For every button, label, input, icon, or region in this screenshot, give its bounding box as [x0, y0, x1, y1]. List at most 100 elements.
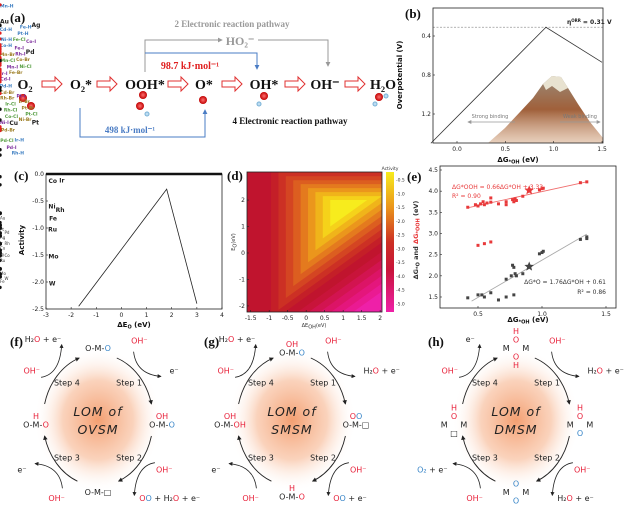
reagent-out-line: H₂O + e⁻	[219, 335, 255, 344]
data-point	[0, 183, 2, 187]
strong-binding-label: Strong binding	[472, 114, 509, 120]
blue-pathway-bracket	[79, 108, 208, 138]
colorbar-tick-label: -2.0	[396, 219, 405, 225]
text-segment: OH⁻	[217, 366, 234, 375]
point-label: Cd-Br	[0, 90, 15, 96]
weak-binding-label: Weak binding	[563, 114, 597, 120]
text-segment: M	[586, 420, 593, 429]
x-tick-label: 1.0	[537, 311, 547, 318]
y-axis-label-part: E	[231, 248, 237, 251]
state-right: HOM MO	[567, 403, 594, 438]
text-segment: O	[299, 348, 305, 357]
text-segment: O	[577, 429, 583, 438]
x-axis-label-part: (eV)	[316, 323, 326, 329]
data-point	[514, 198, 518, 202]
reagent-out: H₂O + e⁻	[557, 494, 593, 503]
text-segment: H₂	[557, 494, 566, 503]
state-left-line: O-M-O	[23, 420, 49, 429]
hollow-arrow-icon	[167, 75, 189, 93]
text-segment: + e⁻	[379, 367, 400, 376]
text-segment: H	[513, 361, 519, 370]
y-tick-label: 3.5	[428, 209, 438, 216]
reagent-in: OH⁻	[350, 466, 367, 475]
text-segment: + e⁻	[573, 494, 594, 503]
text-segment: O-M-	[23, 420, 42, 429]
point-label: Mo	[48, 253, 58, 260]
y-tick-label: 0.0	[34, 171, 44, 178]
text-segment: e⁻	[466, 335, 475, 344]
x-tick-label: -3	[43, 312, 49, 319]
cycle-arrow-step-3	[461, 435, 496, 482]
point-label: Ni-Cl	[19, 64, 31, 70]
cycle-arrow-step-1	[310, 357, 347, 405]
data-point	[585, 180, 589, 184]
data-point	[578, 181, 582, 185]
text-segment: + e⁻	[603, 367, 624, 376]
reagent-out-line: e⁻	[169, 367, 178, 376]
data-point	[512, 293, 516, 297]
reagent-out: H₂O + e⁻	[25, 335, 61, 344]
reagent-out-line: O₂ + e⁻	[417, 466, 447, 475]
step-label: Step 4	[248, 379, 274, 388]
heatmap-contours	[247, 172, 382, 312]
hollow-arrow-icon	[41, 75, 63, 93]
text-segment: M	[567, 420, 574, 429]
oh-molecule-icon	[256, 101, 262, 107]
o2-molecule-icon	[19, 94, 27, 102]
data-point	[0, 37, 2, 41]
reagent-in: OH⁻	[23, 366, 40, 375]
text-segment: + e⁻	[346, 494, 367, 503]
reagent-arrow	[228, 461, 257, 489]
point-label: Pd-Br	[1, 128, 16, 134]
data-point	[0, 63, 2, 67]
panel-label-h: (h)	[428, 334, 444, 349]
point-label: Cu	[9, 120, 18, 127]
data-point	[496, 202, 500, 206]
point-label: Ru	[0, 258, 6, 263]
text-segment: OH⁻	[574, 466, 591, 475]
data-point	[476, 204, 480, 208]
text-segment: O	[513, 480, 519, 489]
state-left: OHO-M-OH	[214, 412, 246, 430]
state-left: HO-M-O	[23, 412, 49, 430]
point-label: W	[5, 276, 9, 281]
text-segment: O-M-	[85, 344, 104, 353]
y-axis-label-part: *OOH	[416, 218, 422, 233]
point-label: Rh	[56, 207, 65, 214]
mountain-illustration	[488, 76, 603, 143]
data-point	[489, 240, 493, 244]
cycle-glow	[452, 348, 580, 492]
data-point	[0, 175, 2, 179]
data-point	[0, 118, 2, 122]
point-label: Pt-H	[17, 31, 28, 37]
text-segment: OH⁻	[23, 366, 40, 375]
step-label: Step 2	[534, 453, 560, 462]
text-segment: H₂	[25, 335, 34, 344]
data-point	[512, 265, 516, 269]
data-point	[0, 91, 2, 96]
y-axis-label-part: (eV)	[231, 233, 237, 243]
point-label: Rh-I	[15, 52, 26, 58]
data-point	[537, 252, 541, 256]
data-point	[541, 186, 545, 190]
species-oh-minus: OH⁻	[310, 78, 339, 93]
reagent-arrow	[133, 351, 162, 379]
text-segment: M	[522, 344, 529, 353]
point-label: Fe-Br	[9, 70, 23, 76]
x-axis-label-part: (eV)	[530, 316, 549, 324]
x-axis-label-part: ΔE	[117, 321, 127, 329]
species-o-star: O*	[195, 78, 213, 93]
reagent-in-line: OH⁻	[441, 366, 458, 375]
step-label: Step 4	[472, 379, 498, 388]
colorbar-title: Activity	[382, 166, 399, 172]
x-tick-label: -1.5	[245, 315, 257, 322]
x-axis-label-part: ΔG	[497, 156, 508, 164]
reagent-arrow	[550, 462, 573, 497]
x-tick-label: 0.0	[452, 146, 462, 153]
y-tick-label: 1.2	[421, 111, 431, 118]
cycle-title: LOM of	[73, 404, 123, 419]
text-segment: e⁻	[17, 466, 26, 475]
cycle-g: (g)LOM ofSMSMOHO-M-OOOO-M-□HO-M-OOHO-M-O…	[204, 334, 400, 503]
cycle-arrow-step-1	[534, 357, 571, 405]
